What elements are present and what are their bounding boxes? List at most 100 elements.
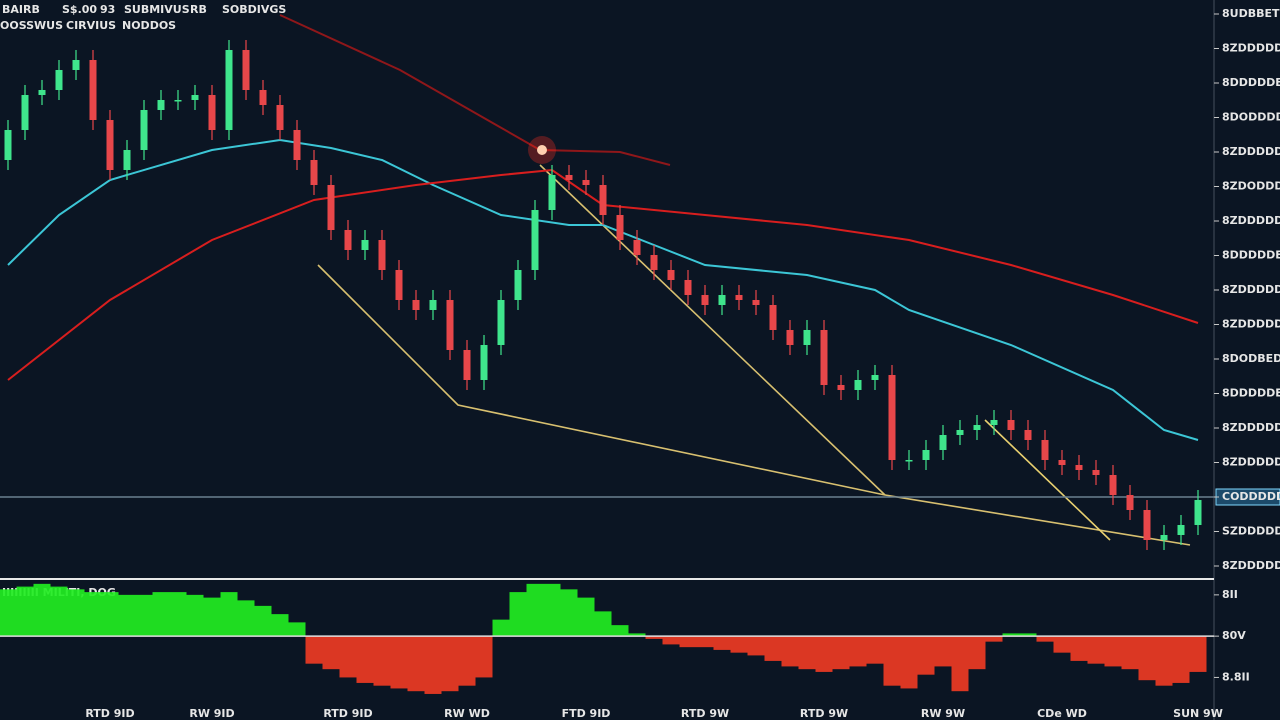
y-tick-label: 8DDDDDE xyxy=(1222,249,1280,262)
histogram-bar xyxy=(1121,636,1139,670)
y-tick-label: CODDDDDE xyxy=(1222,490,1280,503)
candle-body xyxy=(1160,535,1168,540)
histogram-bar xyxy=(900,636,918,689)
y-tick-label: SZDDDDDE xyxy=(1222,525,1280,538)
histogram-bar xyxy=(1070,636,1088,661)
candle-body xyxy=(1041,440,1049,460)
histogram-bar xyxy=(509,592,527,637)
histogram-bar xyxy=(985,636,1003,642)
x-tick-label: SUN 9W xyxy=(1173,707,1223,720)
candle-body xyxy=(667,270,675,280)
candle-body xyxy=(4,130,12,160)
histogram-bar xyxy=(322,636,340,670)
candle-body xyxy=(106,120,114,170)
histogram-bar xyxy=(1036,636,1054,642)
histogram-bar xyxy=(645,636,663,639)
x-tick-label: RTD 9ID xyxy=(323,707,372,720)
candle-body xyxy=(871,375,879,380)
candle-body xyxy=(1109,475,1117,495)
moving-average xyxy=(7,138,1199,441)
candle-body xyxy=(55,70,63,90)
histogram-bar xyxy=(67,589,85,637)
y-tick-label: 8ZDODDDE xyxy=(1222,180,1280,193)
histogram-bar xyxy=(1172,636,1190,683)
candle-body xyxy=(157,100,165,110)
histogram-bar xyxy=(951,636,969,692)
candle-body xyxy=(1007,420,1015,430)
candle-body xyxy=(888,375,896,460)
histogram-bar xyxy=(730,636,748,653)
histogram-bar xyxy=(781,636,799,667)
candle-body xyxy=(242,50,250,90)
histogram-bar xyxy=(1002,633,1020,637)
y-tick-label: 8DODBEDE xyxy=(1222,352,1280,365)
histogram-bar xyxy=(594,611,612,637)
header-label: S$.00 xyxy=(62,3,97,16)
candle-body xyxy=(497,300,505,345)
histogram-bar xyxy=(0,589,17,637)
candle-body xyxy=(191,95,199,100)
candle-body xyxy=(803,330,811,345)
candle-body xyxy=(327,185,335,230)
histogram-bar xyxy=(1087,636,1105,664)
candle-body xyxy=(684,280,692,295)
header-label: SUBMIVUS xyxy=(124,3,190,16)
candle-body xyxy=(123,150,131,170)
candle-body xyxy=(293,130,301,160)
candle-body xyxy=(922,450,930,460)
candle-body xyxy=(820,330,828,385)
trend-line xyxy=(539,164,886,496)
histogram-bar xyxy=(492,619,510,637)
histogram-bar xyxy=(237,600,255,637)
histogram-bar xyxy=(1104,636,1122,667)
x-tick-label: RTD 9ID xyxy=(85,707,134,720)
candle-body xyxy=(514,270,522,300)
y-tick-label: 8ZDDDDDE xyxy=(1222,283,1280,296)
histogram-bar xyxy=(611,625,629,637)
y-tick-label: 8ZDDDDDE xyxy=(1222,42,1280,55)
candle-body xyxy=(990,420,998,425)
y-tick-label: 80V xyxy=(1222,629,1246,642)
candle-body xyxy=(599,185,607,215)
candle-body xyxy=(786,330,794,345)
histogram-bar xyxy=(152,592,170,637)
y-tick-label: 8ZDDDDDE xyxy=(1222,145,1280,158)
histogram-bar xyxy=(356,636,374,683)
histogram-bar xyxy=(441,636,459,692)
candle-body xyxy=(582,180,590,185)
histogram-bar xyxy=(934,636,952,667)
y-tick-label: 8DDDDDE xyxy=(1222,76,1280,89)
header-label: BAIRB xyxy=(2,3,40,16)
candle-body xyxy=(21,95,29,130)
candle-body xyxy=(174,100,182,102)
candle-body xyxy=(565,175,573,180)
candle-body xyxy=(378,240,386,270)
candle-body xyxy=(752,300,760,305)
moving-average xyxy=(7,168,1199,381)
histogram-bar xyxy=(883,636,901,686)
histogram-bar xyxy=(679,636,697,648)
histogram-bar xyxy=(118,594,136,637)
candle-body xyxy=(89,60,97,120)
y-tick-label: 8ZDDDDDE xyxy=(1222,559,1280,572)
candle-body xyxy=(310,160,318,185)
histogram-bar xyxy=(16,586,34,637)
y-tick-label: 8II xyxy=(1222,588,1238,601)
histogram-bar xyxy=(390,636,408,689)
histogram-bar xyxy=(577,597,595,637)
candle-body xyxy=(531,210,539,270)
y-tick-label: 8ZDDDDDE xyxy=(1222,456,1280,469)
candle-body xyxy=(446,300,454,350)
histogram-bar xyxy=(305,636,323,664)
candle-body xyxy=(973,425,981,430)
histogram-bar xyxy=(968,636,986,670)
x-tick-label: RW 9W xyxy=(921,707,965,720)
candle-body xyxy=(701,295,709,305)
candle-body xyxy=(1143,510,1151,540)
trend-line xyxy=(317,264,1191,546)
y-tick-label: 8.8II xyxy=(1222,670,1250,683)
y-tick-label: 8DODDDDE xyxy=(1222,111,1280,124)
histogram-bar xyxy=(849,636,867,667)
histogram-bar xyxy=(798,636,816,670)
